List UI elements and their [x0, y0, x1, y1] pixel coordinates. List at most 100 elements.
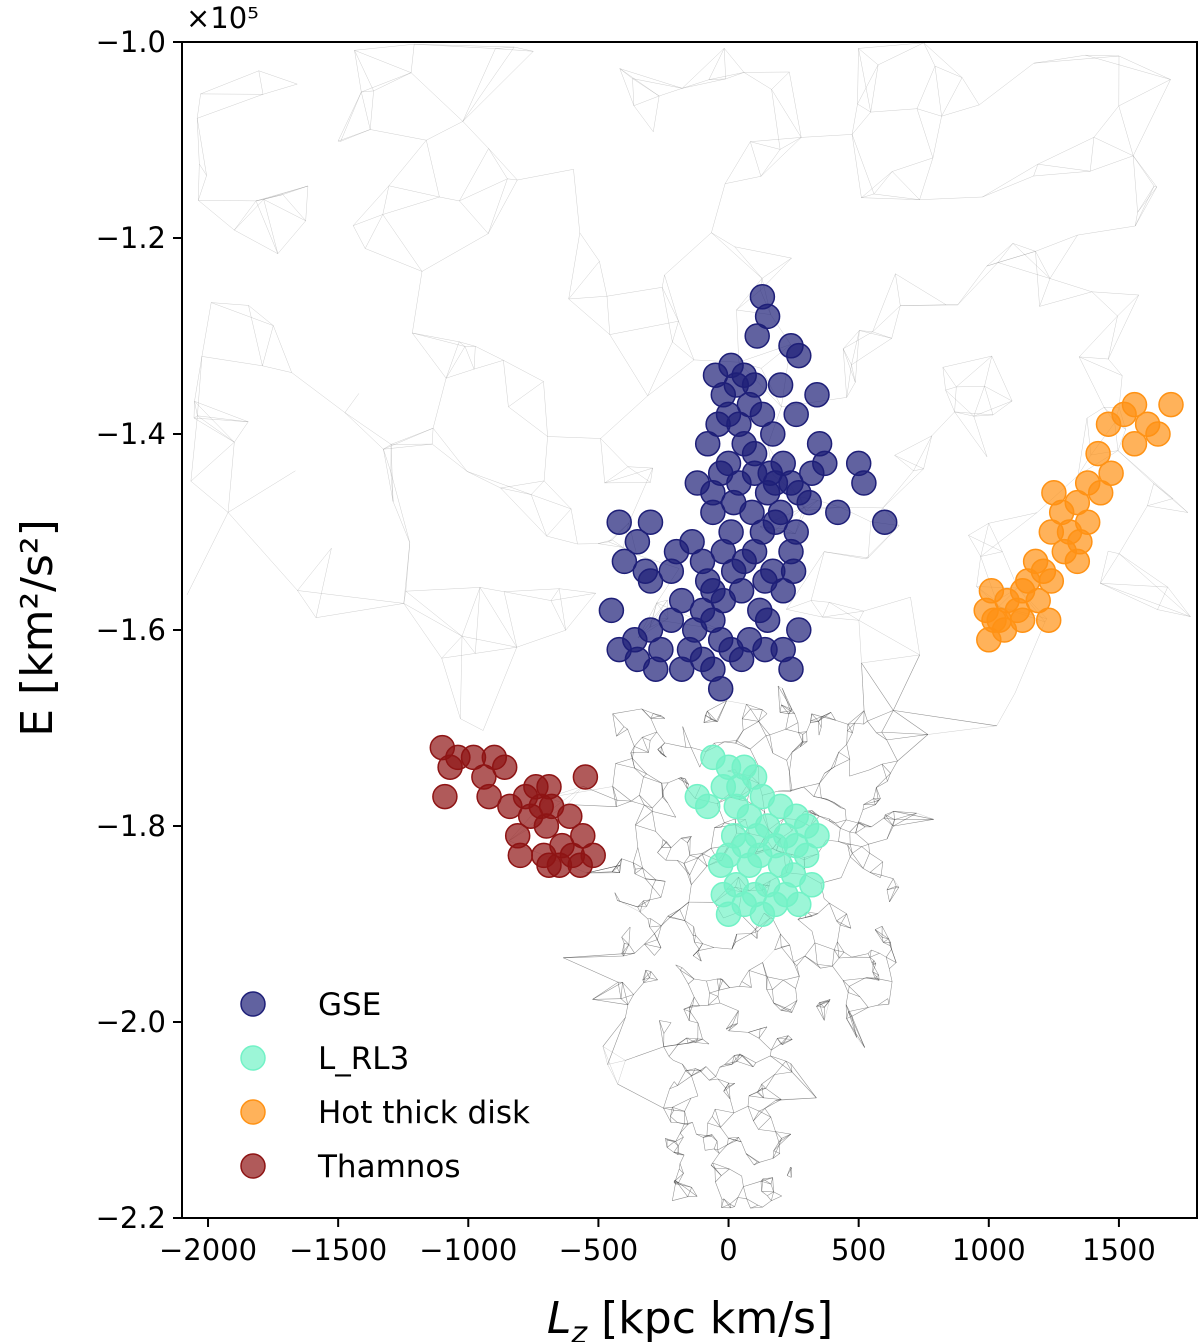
mesh-edge: [785, 728, 799, 733]
mesh-edge: [760, 1178, 764, 1182]
mesh-edge: [757, 1204, 763, 1208]
mesh-edge: [874, 929, 883, 938]
mesh-edge: [996, 692, 1016, 726]
mesh-edge: [650, 971, 658, 981]
mesh-edge: [789, 771, 791, 792]
mesh-edge: [273, 325, 292, 373]
mesh-edge: [1133, 155, 1157, 188]
mesh-edge: [882, 468, 924, 509]
mesh-edge: [857, 48, 859, 105]
mesh-edge: [1100, 583, 1158, 610]
mesh-edge: [461, 635, 517, 648]
mesh-edge: [774, 1071, 793, 1075]
mesh-edge: [810, 720, 819, 722]
y-axis-multiplier: ×10⁵: [186, 1, 259, 35]
mesh-edge: [503, 360, 544, 382]
mesh-edge: [1137, 186, 1157, 213]
mesh-edge: [772, 918, 781, 935]
mesh-edge: [1091, 291, 1139, 296]
mesh-edge: [672, 1097, 692, 1108]
mesh-edge: [923, 42, 936, 67]
mesh-edge: [690, 1005, 693, 1012]
mesh-edge: [877, 1003, 889, 1006]
mesh-edge: [719, 1144, 728, 1154]
mesh-edge: [769, 728, 786, 736]
mesh-edge: [689, 874, 692, 885]
mesh-edge: [888, 981, 893, 1005]
mesh-edge: [822, 610, 864, 618]
mesh-edge: [702, 1038, 710, 1045]
mesh-edge: [810, 600, 823, 618]
mesh-edge: [1117, 450, 1154, 484]
mesh-edge: [798, 731, 807, 733]
mesh-edge: [824, 1001, 830, 1021]
mesh-edge: [851, 103, 858, 135]
mesh-edge: [382, 196, 440, 215]
mesh-edge: [717, 996, 721, 1004]
mesh-edge: [672, 1107, 685, 1112]
mesh-edge: [679, 1123, 685, 1134]
mesh-edge: [598, 541, 609, 544]
mesh-edge: [617, 1060, 626, 1085]
mesh-edge: [858, 42, 924, 49]
mesh-edge: [234, 229, 278, 254]
mesh-edge: [475, 346, 504, 361]
mesh-edge: [1033, 164, 1039, 177]
mesh-edge: [550, 600, 566, 631]
mesh-edge: [753, 1108, 766, 1121]
mesh-edge: [691, 1075, 699, 1097]
mesh-edge: [632, 758, 647, 775]
mesh-edge: [773, 1145, 780, 1151]
mesh-edge: [652, 602, 657, 620]
mesh-edge: [732, 1023, 738, 1025]
mesh-edge: [769, 734, 774, 754]
mesh-edge: [446, 368, 475, 379]
mesh-edge: [761, 1083, 766, 1089]
mesh-edge: [859, 996, 869, 1008]
mesh-edge: [670, 1116, 672, 1123]
mesh-edge: [661, 746, 665, 756]
mesh-edge: [758, 1026, 768, 1039]
mesh-edge: [412, 332, 447, 379]
mesh-edge: [931, 411, 955, 436]
mesh-edge: [689, 853, 702, 856]
mesh-edge: [441, 636, 463, 659]
mesh-edge: [1091, 291, 1118, 317]
mesh-edge: [775, 1131, 791, 1135]
mesh-edge: [459, 200, 489, 234]
mesh-edge: [344, 393, 360, 413]
mesh-edge: [868, 838, 888, 845]
mesh-edge: [227, 470, 296, 513]
mesh-edge: [757, 1091, 764, 1098]
mesh-edge: [858, 821, 872, 828]
mesh-edge: [690, 1095, 698, 1099]
mesh-edge: [986, 262, 998, 267]
mesh-edge: [684, 1122, 693, 1125]
mesh-edge: [832, 957, 840, 967]
mesh-edge: [644, 804, 653, 812]
mesh-edge: [846, 913, 852, 929]
mesh-edge: [803, 786, 814, 797]
mesh-edge: [689, 1007, 691, 1012]
mesh-edge: [459, 178, 508, 202]
mesh-edge: [679, 1132, 684, 1138]
mesh-edge: [703, 719, 712, 723]
mesh-edge: [410, 44, 415, 73]
mesh-edge: [568, 295, 608, 300]
mesh-edge: [819, 815, 830, 822]
mesh-edge: [677, 1075, 692, 1086]
mesh-edge: [616, 728, 628, 737]
mesh-edge: [767, 1191, 774, 1196]
mesh-edge: [867, 949, 872, 954]
mesh-edge: [716, 978, 720, 991]
mesh-edge: [255, 185, 308, 202]
mesh-edge: [886, 886, 899, 891]
mesh-edge: [682, 78, 726, 89]
mesh-edge: [702, 943, 715, 948]
mesh-edge: [980, 523, 989, 557]
mesh-edge: [508, 381, 544, 407]
mesh-edge: [670, 1110, 675, 1117]
mesh-edge: [690, 747, 701, 768]
mesh-edge: [647, 341, 673, 396]
mesh-edge: [709, 1076, 716, 1081]
